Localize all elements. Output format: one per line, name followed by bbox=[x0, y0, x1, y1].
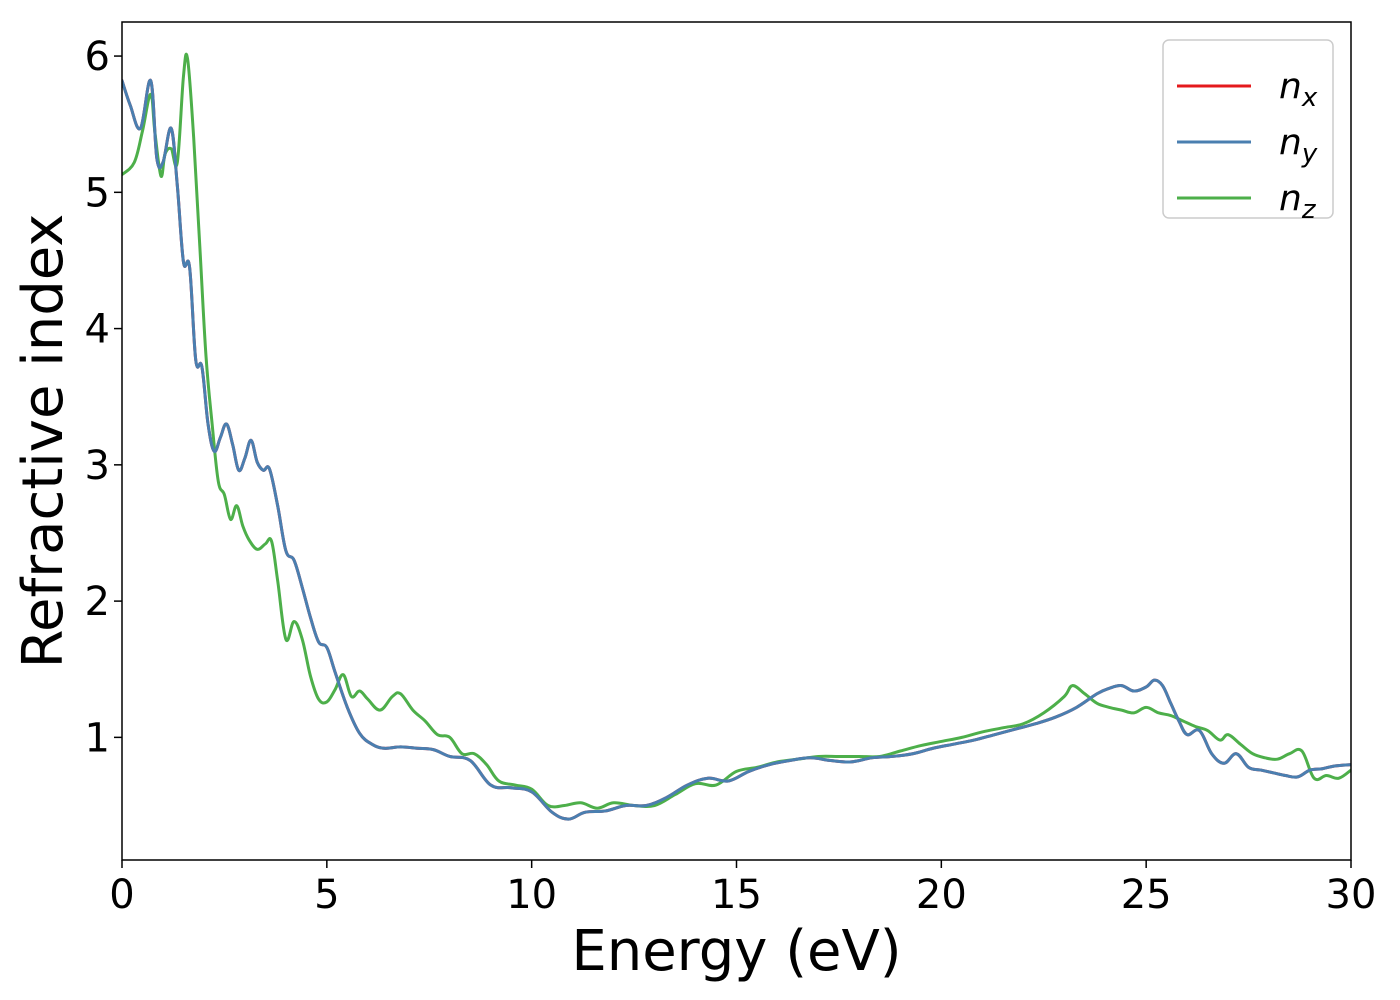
legend-label-base: n bbox=[1279, 66, 1302, 107]
y-tick-label: 1 bbox=[85, 715, 110, 761]
y-axis-title: Refractive index bbox=[11, 214, 76, 669]
x-tick-label: 25 bbox=[1121, 872, 1172, 918]
series-line-z bbox=[122, 52, 1351, 810]
y-tick-label: 3 bbox=[85, 443, 110, 489]
legend-label-z: nz bbox=[1279, 178, 1317, 225]
legend-label-y: ny bbox=[1279, 122, 1318, 169]
x-tick-label: 0 bbox=[109, 872, 134, 918]
legend-label-base: n bbox=[1279, 122, 1302, 163]
y-tick-label: 2 bbox=[85, 579, 110, 625]
x-axis-title: Energy (eV) bbox=[571, 919, 901, 984]
legend-label-subscript: z bbox=[1301, 195, 1317, 225]
legend-label-subscript: x bbox=[1301, 83, 1318, 113]
legend-label-x: nx bbox=[1279, 66, 1318, 113]
series-lines bbox=[122, 52, 1351, 821]
x-tick-label: 30 bbox=[1326, 872, 1377, 918]
legend-label-subscript: y bbox=[1301, 139, 1318, 169]
axis-ticks: 0 5 10 15 20 25 30 1 2 3 4 5 6 bbox=[85, 34, 1377, 918]
legend-box bbox=[1162, 39, 1334, 219]
y-tick-label: 6 bbox=[85, 34, 110, 80]
y-tick-label: 5 bbox=[85, 170, 110, 216]
legend-label-base: n bbox=[1279, 178, 1302, 219]
series-line-y bbox=[122, 79, 1351, 821]
x-tick-label: 5 bbox=[314, 872, 339, 918]
x-tick-label: 10 bbox=[506, 872, 557, 918]
y-tick-label: 4 bbox=[85, 307, 110, 353]
x-tick-label: 20 bbox=[916, 872, 967, 918]
x-tick-label: 15 bbox=[711, 872, 762, 918]
